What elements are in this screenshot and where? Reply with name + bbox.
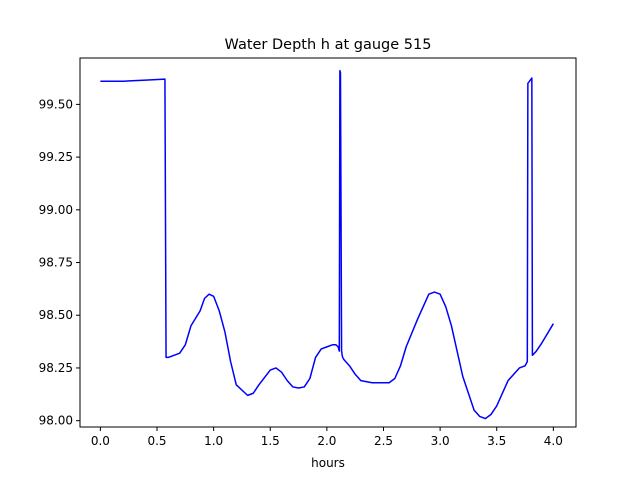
y-tick-label: 99.50: [39, 97, 73, 111]
x-tick-label: 0.0: [91, 434, 110, 448]
plot-area: [100, 69, 554, 420]
x-axis-ticks: 0.0 0.5 1.0 1.5 2.0 2.5 3.0 3.5 4.0: [91, 427, 563, 448]
y-axis-ticks: 98.00 98.25 98.50 98.75 99.00 99.25 99.50: [39, 97, 80, 428]
series-line-0: [100, 69, 554, 420]
x-tick-label: 1.5: [261, 434, 280, 448]
y-tick-label: 98.75: [39, 256, 73, 270]
x-axis-label: hours: [311, 456, 345, 470]
plot-frame: [79, 57, 577, 428]
y-tick-label: 98.25: [39, 361, 73, 375]
x-tick-label: 3.5: [487, 434, 506, 448]
y-tick-label: 98.50: [39, 308, 73, 322]
x-tick-label: 1.0: [204, 434, 223, 448]
chart-title: Water Depth h at gauge 515: [225, 37, 432, 53]
y-tick-label: 98.00: [39, 414, 73, 428]
y-tick-label: 99.00: [39, 203, 73, 217]
y-tick-label: 99.25: [39, 150, 73, 164]
x-tick-label: 3.0: [431, 434, 450, 448]
x-tick-label: 0.5: [147, 434, 166, 448]
x-tick-label: 2.0: [317, 434, 336, 448]
x-tick-label: 4.0: [544, 434, 563, 448]
x-tick-label: 2.5: [374, 434, 393, 448]
